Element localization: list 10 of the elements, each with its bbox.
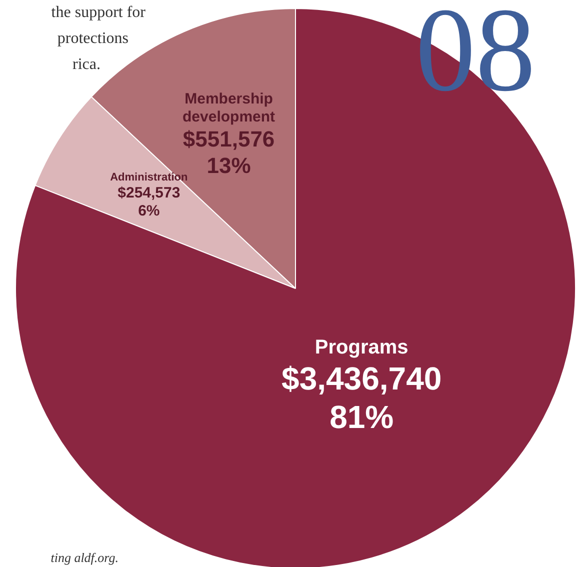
slice-label: Programs (314, 336, 408, 358)
slice-label: Administration (110, 171, 188, 184)
text: 08 (416, 0, 536, 116)
text: ting aldf.org. (50, 550, 119, 565)
data-label: $3,436,740 81% (282, 360, 442, 435)
text: protections (57, 30, 128, 47)
slice-label: Membership development (182, 90, 276, 126)
text: the support for (51, 4, 146, 21)
text: rica. (72, 56, 101, 73)
data-label: $254,573 6% (118, 184, 180, 220)
